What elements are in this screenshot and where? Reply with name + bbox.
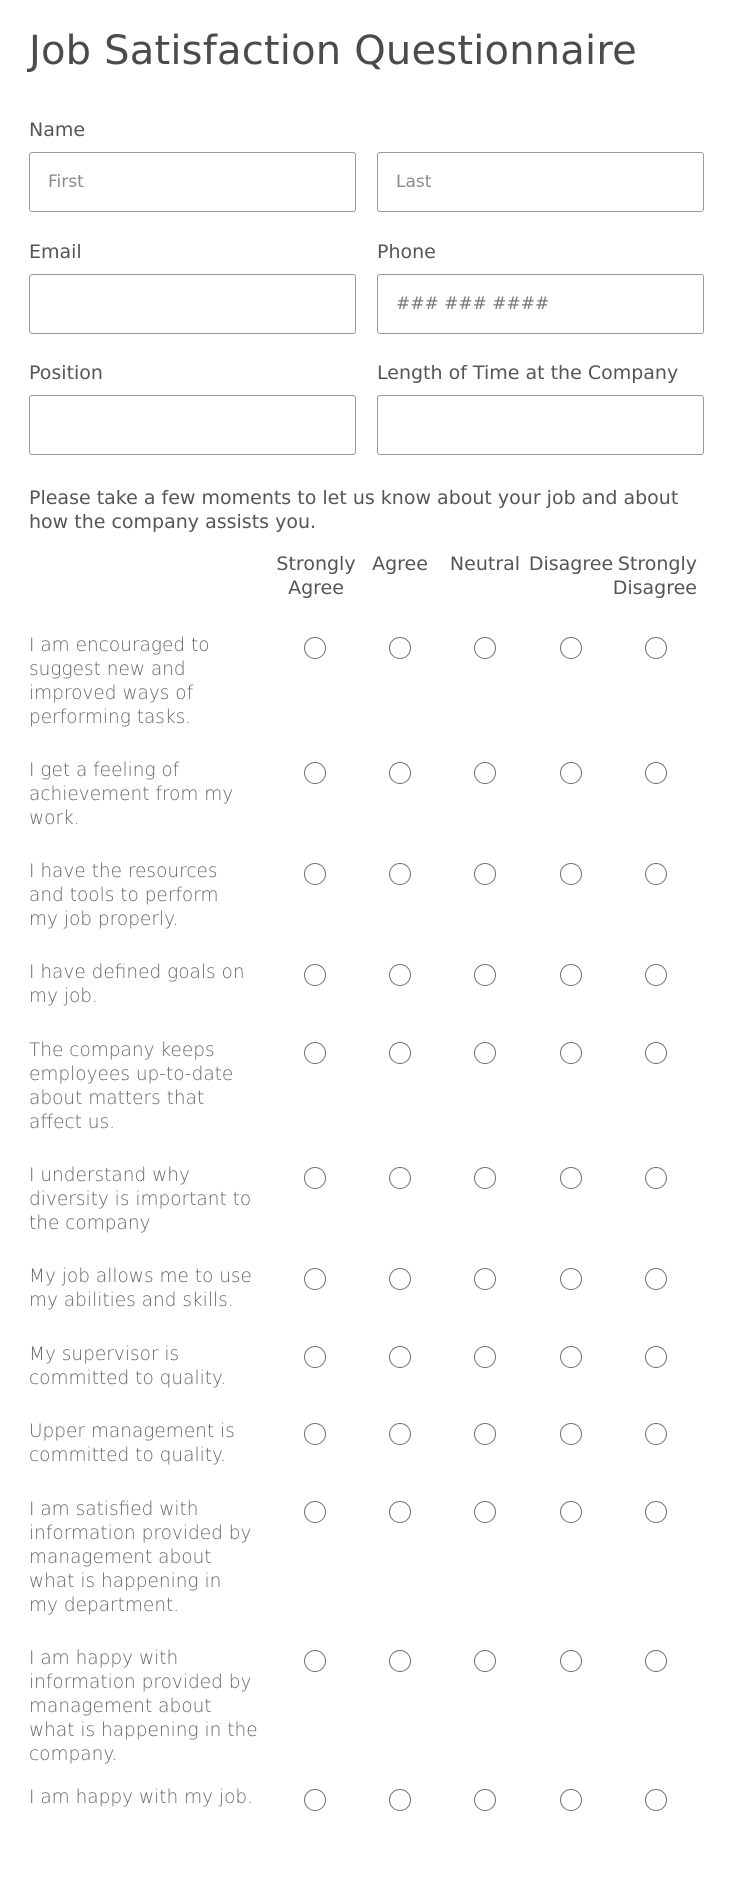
- rating-radio-q1-col2[interactable]: [389, 637, 411, 659]
- question-text: I am happy with my job.: [29, 1787, 254, 1808]
- rating-radio-q5-col1[interactable]: [304, 1042, 326, 1064]
- rating-radio-q2-col3[interactable]: [474, 762, 496, 784]
- position-input[interactable]: [29, 395, 356, 455]
- question-text: I get a feeling of achievement from my wor…: [29, 760, 234, 829]
- rating-radio-q11-col3[interactable]: [474, 1650, 496, 1672]
- rating-radio-q3-col3[interactable]: [474, 863, 496, 885]
- rating-radio-q2-col5[interactable]: [645, 762, 667, 784]
- rating-radio-q9-col1[interactable]: [304, 1423, 326, 1445]
- rating-radio-q6-col2[interactable]: [389, 1167, 411, 1189]
- rating-radio-q6-col1[interactable]: [304, 1167, 326, 1189]
- question-text: My supervisor is committed to quality.: [29, 1344, 227, 1389]
- tenure-input[interactable]: [377, 395, 704, 455]
- rating-radio-q6-col5[interactable]: [645, 1167, 667, 1189]
- position-label: Position: [29, 362, 103, 384]
- column-header-disagree: Disagree: [528, 553, 614, 575]
- rating-radio-q9-col3[interactable]: [474, 1423, 496, 1445]
- question-text: Upper management is committed to quality.: [29, 1421, 235, 1466]
- rating-radio-q3-col2[interactable]: [389, 863, 411, 885]
- rating-radio-q12-col4[interactable]: [560, 1789, 582, 1811]
- rating-radio-q11-col5[interactable]: [645, 1650, 667, 1672]
- intro-text: Please take a few moments to let us know…: [29, 487, 679, 533]
- rating-radio-q4-col4[interactable]: [560, 964, 582, 986]
- rating-radio-q3-col4[interactable]: [560, 863, 582, 885]
- question-text: I am encouraged to suggest new and improve…: [29, 635, 210, 728]
- rating-radio-q11-col2[interactable]: [389, 1650, 411, 1672]
- rating-radio-q3-col1[interactable]: [304, 863, 326, 885]
- last-name-input[interactable]: [377, 152, 704, 212]
- form-title: Job Satisfaction Questionnaire: [29, 28, 637, 74]
- rating-radio-q8-col2[interactable]: [389, 1346, 411, 1368]
- rating-radio-q10-col1[interactable]: [304, 1501, 326, 1523]
- rating-radio-q1-col1[interactable]: [304, 637, 326, 659]
- rating-radio-q6-col4[interactable]: [560, 1167, 582, 1189]
- question-text: I am satisfied with information provided …: [29, 1499, 252, 1616]
- question-text: I am happy with information provided by ma…: [29, 1648, 258, 1765]
- rating-radio-q7-col3[interactable]: [474, 1268, 496, 1290]
- column-header-neutral: Neutral: [449, 553, 521, 575]
- rating-radio-q11-col1[interactable]: [304, 1650, 326, 1672]
- phone-label: Phone: [377, 241, 436, 263]
- rating-radio-q8-col5[interactable]: [645, 1346, 667, 1368]
- email-input[interactable]: [29, 274, 356, 334]
- rating-radio-q10-col2[interactable]: [389, 1501, 411, 1523]
- rating-radio-q5-col3[interactable]: [474, 1042, 496, 1064]
- question-text: I have the resources and tools to perform…: [29, 861, 219, 930]
- first-name-input[interactable]: [29, 152, 356, 212]
- column-header-strongly-agree: Strongly Agree: [276, 553, 356, 599]
- email-label: Email: [29, 241, 82, 263]
- rating-radio-q8-col4[interactable]: [560, 1346, 582, 1368]
- rating-radio-q9-col2[interactable]: [389, 1423, 411, 1445]
- rating-radio-q6-col3[interactable]: [474, 1167, 496, 1189]
- rating-radio-q4-col2[interactable]: [389, 964, 411, 986]
- rating-radio-q2-col1[interactable]: [304, 762, 326, 784]
- rating-radio-q1-col3[interactable]: [474, 637, 496, 659]
- column-header-agree: Agree: [372, 553, 428, 575]
- rating-radio-q2-col4[interactable]: [560, 762, 582, 784]
- question-text: The company keeps employees up-to-date abo…: [29, 1040, 234, 1133]
- rating-radio-q10-col4[interactable]: [560, 1501, 582, 1523]
- rating-radio-q5-col4[interactable]: [560, 1042, 582, 1064]
- rating-radio-q8-col1[interactable]: [304, 1346, 326, 1368]
- rating-radio-q12-col2[interactable]: [389, 1789, 411, 1811]
- rating-radio-q4-col5[interactable]: [645, 964, 667, 986]
- rating-radio-q3-col5[interactable]: [645, 863, 667, 885]
- rating-radio-q1-col5[interactable]: [645, 637, 667, 659]
- rating-radio-q7-col2[interactable]: [389, 1268, 411, 1290]
- rating-radio-q1-col4[interactable]: [560, 637, 582, 659]
- rating-radio-q4-col3[interactable]: [474, 964, 496, 986]
- rating-radio-q12-col1[interactable]: [304, 1789, 326, 1811]
- question-text: I understand why diversity is important t…: [29, 1165, 252, 1234]
- rating-radio-q7-col5[interactable]: [645, 1268, 667, 1290]
- rating-radio-q9-col5[interactable]: [645, 1423, 667, 1445]
- rating-radio-q10-col3[interactable]: [474, 1501, 496, 1523]
- rating-radio-q11-col4[interactable]: [560, 1650, 582, 1672]
- question-text: I have defined goals on my job.: [29, 962, 245, 1007]
- rating-radio-q5-col2[interactable]: [389, 1042, 411, 1064]
- rating-radio-q7-col1[interactable]: [304, 1268, 326, 1290]
- rating-radio-q9-col4[interactable]: [560, 1423, 582, 1445]
- rating-radio-q5-col5[interactable]: [645, 1042, 667, 1064]
- rating-radio-q4-col1[interactable]: [304, 964, 326, 986]
- rating-radio-q12-col5[interactable]: [645, 1789, 667, 1811]
- rating-radio-q7-col4[interactable]: [560, 1268, 582, 1290]
- question-text: My job allows me to use my abilities and …: [29, 1266, 252, 1311]
- rating-radio-q8-col3[interactable]: [474, 1346, 496, 1368]
- rating-radio-q10-col5[interactable]: [645, 1501, 667, 1523]
- rating-radio-q2-col2[interactable]: [389, 762, 411, 784]
- column-header-strongly-disagree: Strongly Disagree: [612, 553, 697, 599]
- phone-input[interactable]: [377, 274, 704, 334]
- tenure-label: Length of Time at the Company: [377, 362, 679, 384]
- rating-radio-q12-col3[interactable]: [474, 1789, 496, 1811]
- name-label: Name: [29, 119, 86, 141]
